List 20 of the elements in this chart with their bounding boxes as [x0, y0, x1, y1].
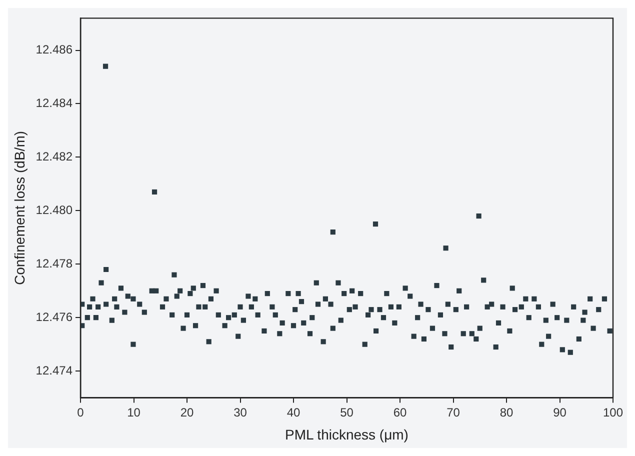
y-tick-label: 12.474 [36, 363, 73, 378]
x-tick-label: 40 [286, 405, 300, 420]
y-tick-label: 12.476 [36, 310, 73, 324]
x-tick-label: 100 [602, 405, 624, 420]
y-tick-label: 12.478 [36, 256, 73, 270]
x-axis-title: PML thickness (μm) [285, 426, 408, 442]
y-tick-label: 12.482 [36, 150, 73, 164]
x-tick-label: 30 [234, 405, 248, 420]
y-tick-label: 12.486 [36, 42, 73, 57]
x-tick-label: 90 [553, 405, 567, 420]
y-tick-label: 12.480 [36, 202, 73, 217]
x-tick-label: 60 [393, 405, 407, 420]
x-tick-label: 50 [340, 405, 354, 420]
x-tick-label: 10 [127, 405, 141, 420]
x-tick-label: 70 [446, 405, 460, 420]
x-tick-label: 80 [500, 405, 514, 420]
x-tick-label: 0 [77, 405, 84, 420]
y-tick-label: 12.484 [36, 96, 73, 110]
x-tick-label: 20 [180, 405, 194, 420]
y-axis-title: Confinement loss (dB/m) [11, 130, 28, 286]
